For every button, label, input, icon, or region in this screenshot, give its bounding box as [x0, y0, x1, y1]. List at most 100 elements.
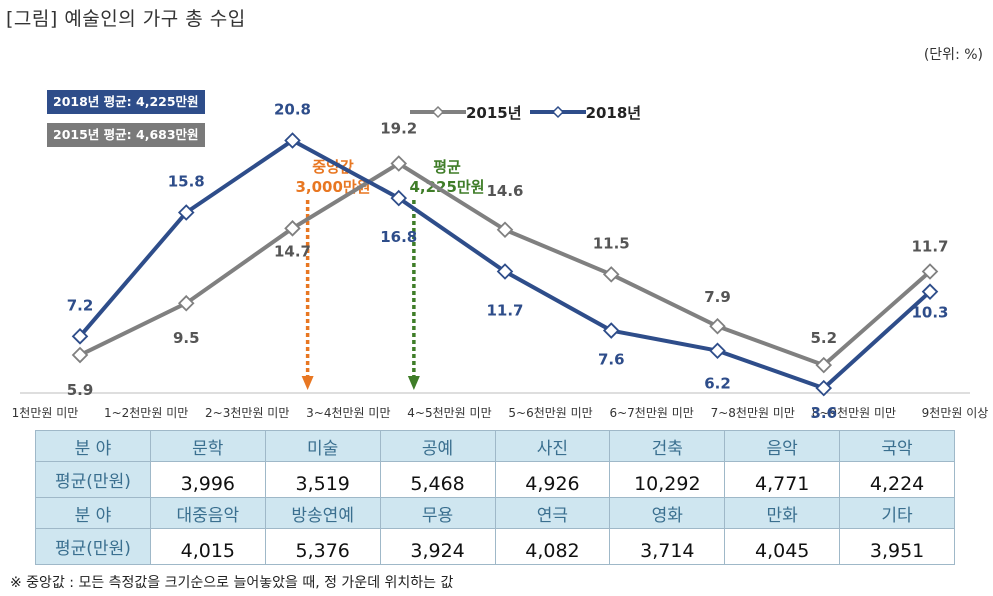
- data-label: 9.5: [173, 329, 200, 347]
- x-tick-label: 7~8천만원 미만: [711, 405, 795, 420]
- data-label: 11.7: [911, 238, 948, 256]
- chart-legend: 2015년 2018년: [410, 100, 649, 124]
- genre-cell: 음악: [724, 430, 841, 462]
- average-cell: 3,519: [264, 461, 381, 498]
- data-label: 20.8: [274, 100, 311, 118]
- row-label: 평균(만원): [35, 528, 151, 565]
- data-point: [921, 263, 939, 280]
- data-point: [815, 379, 833, 397]
- x-tick-label: 4~5천만원 미만: [407, 405, 491, 420]
- data-label: 7.2: [67, 296, 94, 314]
- data-point: [177, 204, 195, 221]
- table-header-row: 분 야 대중음악 방송연예 무용 연극 영화 만화 기타: [35, 497, 955, 529]
- average-cell: 3,951: [839, 528, 955, 565]
- average-cell: 4,082: [494, 528, 611, 565]
- genre-cell: 기타: [839, 497, 955, 529]
- average-cell: 5,376: [264, 528, 381, 565]
- mean-label: 평균: [433, 158, 461, 176]
- data-label: 11.5: [593, 234, 630, 252]
- data-label: 5.2: [810, 329, 837, 347]
- data-point: [602, 322, 620, 339]
- legend-swatch-2015: [410, 105, 466, 119]
- x-tick-label: 2~3천만원 미만: [205, 405, 289, 420]
- page-title: [그림] 예술인의 가구 총 수입: [6, 8, 246, 30]
- table-header-row: 분 야 문학 미술 공예 사진 건축 음악 국악: [35, 430, 955, 462]
- data-label: 10.3: [911, 304, 948, 322]
- data-point: [284, 132, 301, 149]
- average-cell: 4,045: [724, 528, 841, 565]
- median-footnote: ※ 중앙값 : 모든 측정값을 크기순으로 늘어놓았을 때, 정 가운데 위치하…: [10, 575, 454, 591]
- data-label: 11.7: [486, 302, 523, 320]
- average-cell: 4,224: [839, 461, 955, 498]
- x-tick-label: 8~9천만원 미만: [812, 405, 896, 420]
- genre-cell: 국악: [839, 430, 955, 462]
- genre-cell: 공예: [379, 430, 496, 462]
- table-value-row: 평균(만원) 4,015 5,376 3,924 4,082 3,714 4,045 3,95…: [35, 528, 955, 565]
- genre-cell: 연극: [494, 497, 611, 529]
- genre-cell: 사진: [494, 430, 611, 462]
- average-cell: 3,714: [609, 528, 726, 565]
- avg-2018-badge: 2018년 평균: 4,225만원: [47, 90, 205, 114]
- data-point: [71, 346, 89, 364]
- x-tick-label: 1~2천만원 미만: [104, 405, 188, 420]
- avg-2015-badge: 2015년 평균: 4,683만원: [47, 123, 205, 147]
- x-tick-label: 1천만원 미만: [12, 405, 79, 420]
- genre-cell: 만화: [724, 497, 841, 529]
- data-point: [71, 328, 89, 345]
- data-label: 16.8: [380, 228, 417, 246]
- data-point: [390, 189, 408, 207]
- data-point: [284, 220, 301, 237]
- average-cell: 3,924: [379, 528, 496, 565]
- data-label: 7.9: [704, 288, 731, 306]
- data-label: 7.6: [598, 351, 625, 369]
- data-label: 15.8: [168, 172, 205, 190]
- average-cell: 4,771: [724, 461, 841, 498]
- data-label: 6.2: [704, 375, 731, 393]
- legend-label-2018: 2018년: [585, 103, 642, 122]
- row-label: 평균(만원): [35, 461, 151, 498]
- income-line-chart: 1천만원 미만 1~2천만원 미만 2~3천만원 미만 3~4천만원 미만 4~5천만원…: [12, 100, 989, 422]
- genre-cell: 방송연예: [264, 497, 381, 529]
- data-point: [496, 263, 514, 280]
- data-point: [709, 342, 726, 359]
- genre-cell: 무용: [379, 497, 496, 529]
- median-label: 중앙값: [312, 158, 354, 176]
- data-point: [390, 155, 408, 172]
- legend-swatch-2018: [529, 105, 586, 119]
- genre-average-table: 분 야 문학 미술 공예 사진 건축 음악 국악 평균(만원) 3,996 3,519 5,468 4,…: [35, 430, 955, 565]
- data-point: [921, 283, 939, 300]
- row-label: 분 야: [35, 497, 151, 529]
- row-label: 분 야: [35, 430, 151, 462]
- genre-cell: 미술: [264, 430, 381, 462]
- average-cell: 4,015: [149, 528, 266, 565]
- legend-item-2015: 2015년: [410, 102, 522, 123]
- data-label: 3.6: [810, 404, 837, 422]
- data-label: 14.6: [486, 182, 523, 200]
- x-tick-label: 6~7천만원 미만: [609, 405, 693, 420]
- data-point: [496, 221, 514, 239]
- genre-cell: 대중음악: [149, 497, 266, 529]
- data-label: 5.9: [67, 381, 94, 399]
- data-point: [815, 356, 833, 374]
- x-tick-label: 3~4천만원 미만: [306, 405, 390, 420]
- average-cell: 4,926: [494, 461, 611, 498]
- data-point: [602, 266, 620, 283]
- unit-label: (단위: %): [923, 47, 983, 63]
- average-cell: 5,468: [379, 461, 496, 498]
- x-tick-label: 9천만원 이상: [922, 405, 989, 420]
- x-tick-label: 5~6천만원 미만: [508, 405, 592, 420]
- data-point: [177, 294, 195, 312]
- data-label: 19.2: [380, 120, 417, 138]
- average-cell: 3,996: [149, 461, 266, 498]
- genre-cell: 건축: [609, 430, 726, 462]
- average-cell: 10,292: [609, 461, 726, 498]
- legend-item-2018: 2018년: [529, 102, 642, 123]
- genre-cell: 문학: [149, 430, 266, 462]
- median-marker-arrow: [301, 376, 314, 390]
- table-value-row: 평균(만원) 3,996 3,519 5,468 4,926 10,292 4,771 4,2…: [35, 461, 955, 498]
- genre-cell: 영화: [609, 497, 726, 529]
- legend-label-2015: 2015년: [466, 103, 522, 122]
- data-label: 14.7: [274, 242, 311, 260]
- data-point: [709, 317, 726, 335]
- mean-marker-arrow: [407, 376, 420, 390]
